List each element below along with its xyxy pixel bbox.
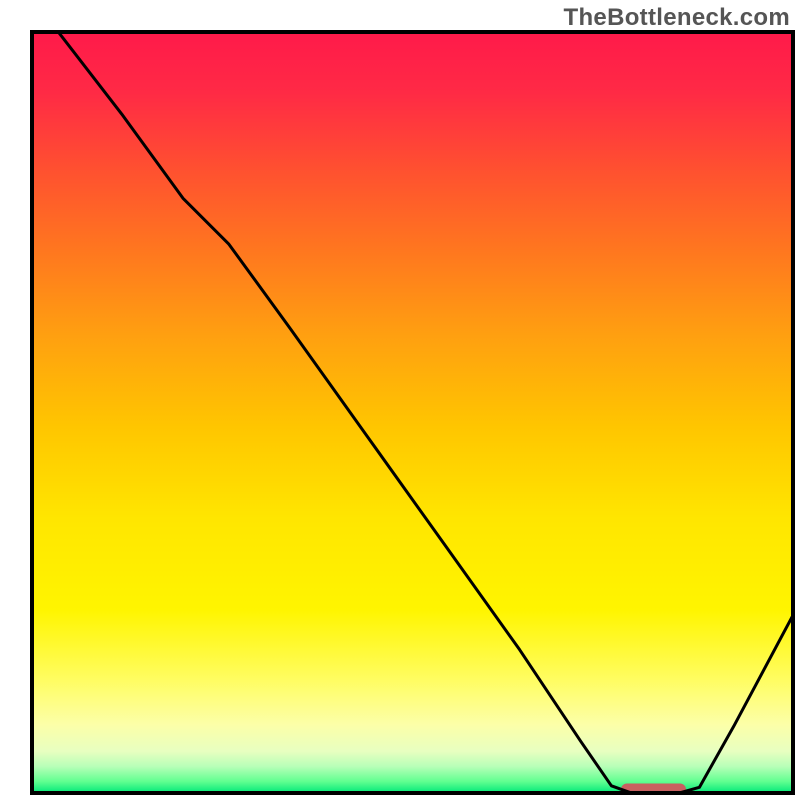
chart-canvas: TheBottleneck.com <box>0 0 800 800</box>
optimal-marker <box>621 784 686 798</box>
chart-svg <box>0 0 800 800</box>
